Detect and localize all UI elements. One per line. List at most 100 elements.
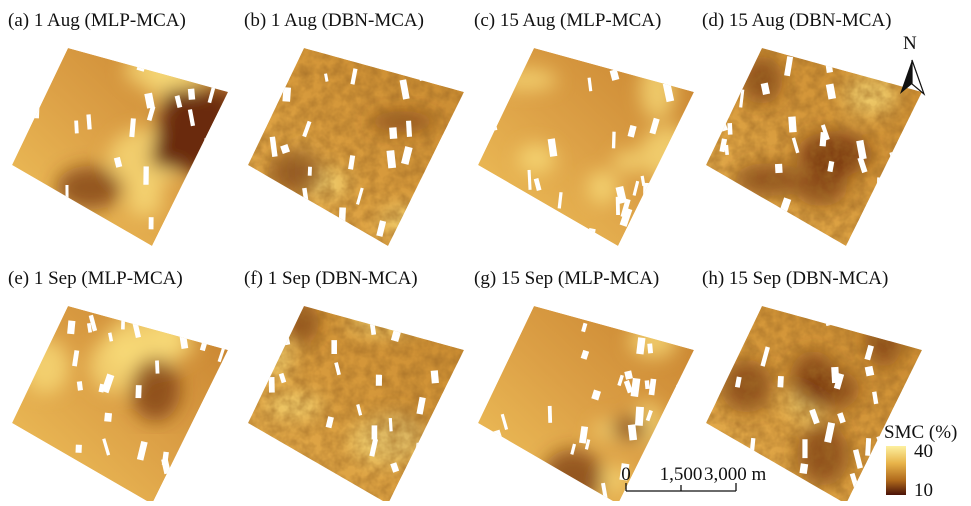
- map-gap: [849, 495, 859, 501]
- map-gap: [741, 190, 749, 208]
- panel-title: (h) 15 Sep (DBN-MCA): [702, 268, 888, 289]
- map-panel: [12, 48, 235, 252]
- north-label: N: [903, 33, 917, 54]
- map-gap: [432, 206, 438, 217]
- north-arrow: [912, 60, 924, 94]
- legend-max: 40: [914, 441, 933, 462]
- map-panel: [478, 48, 696, 246]
- map-patch: [150, 90, 235, 180]
- map-gap: [83, 225, 92, 239]
- map-gap: [676, 385, 683, 395]
- map-gap: [424, 66, 431, 82]
- map-gap: [67, 320, 75, 334]
- map-gap: [14, 124, 24, 137]
- map-patch: [613, 151, 643, 173]
- map-gap: [159, 492, 169, 501]
- panel-title: (f) 1 Sep (DBN-MCA): [244, 268, 418, 289]
- map-gap: [776, 469, 782, 484]
- map-panel: [236, 40, 473, 258]
- map-gap: [656, 174, 660, 193]
- map-patch: [587, 170, 618, 205]
- legend-min: 10: [914, 480, 933, 501]
- map-panel: [236, 293, 471, 501]
- map-patch: [414, 200, 473, 258]
- map-gap: [76, 445, 82, 453]
- panel-title: (b) 1 Aug (DBN-MCA): [244, 10, 424, 31]
- map-gap: [820, 132, 827, 147]
- map-gap: [188, 89, 195, 100]
- map-gap: [209, 183, 217, 203]
- map-gap: [412, 200, 425, 220]
- map-gap: [104, 413, 112, 422]
- map-gap: [280, 325, 290, 346]
- map-gap: [308, 167, 312, 176]
- map-patch: [498, 70, 557, 91]
- map-gap: [149, 217, 154, 229]
- map-gap: [612, 132, 616, 149]
- figure: N 0 1,500 3,000 m SMC (%) 40 10 (a) 1 Au…: [0, 0, 971, 501]
- map-gap: [62, 214, 74, 234]
- map-gap: [39, 465, 51, 485]
- map-gap: [876, 177, 883, 197]
- map-gap: [65, 185, 68, 200]
- map-gap: [548, 406, 552, 423]
- scale-bar: 0 1,500 3,000 m: [621, 464, 766, 491]
- colorbar: [886, 446, 906, 495]
- map-gap: [731, 316, 740, 332]
- map-gap: [645, 380, 650, 389]
- map-gap: [22, 178, 28, 193]
- map-gap: [660, 163, 669, 174]
- map-gap: [83, 487, 87, 501]
- map-gap: [155, 360, 159, 373]
- map-gap: [43, 325, 50, 338]
- map-gap: [428, 203, 436, 213]
- map-gap: [268, 438, 277, 453]
- map-gap: [587, 228, 596, 242]
- map-gap: [616, 197, 620, 215]
- map-gap: [269, 377, 275, 393]
- map-gap: [32, 100, 39, 119]
- map-gap: [279, 315, 283, 324]
- map-gap: [665, 422, 673, 433]
- map-gap: [865, 438, 871, 456]
- map-gap: [376, 375, 382, 386]
- map-gap: [418, 64, 425, 81]
- map-panel: [12, 296, 228, 501]
- map-gap: [547, 210, 556, 223]
- map-gap: [777, 376, 783, 387]
- map-gap: [713, 84, 720, 104]
- scale-label: 1,500: [660, 464, 703, 485]
- map-gap: [799, 463, 808, 474]
- map-gap: [478, 87, 486, 99]
- map-gap: [54, 241, 61, 252]
- map-patch: [629, 323, 678, 359]
- panel-title: (a) 1 Aug (MLP-MCA): [8, 10, 186, 31]
- map-texture: [694, 40, 929, 255]
- map-patch: [639, 126, 696, 180]
- map-gap: [289, 305, 296, 320]
- map-gap: [320, 220, 332, 235]
- map-gap: [666, 180, 672, 189]
- panel-title: (c) 15 Aug (MLP-MCA): [474, 10, 661, 31]
- map-gap: [42, 228, 52, 248]
- map-gap: [74, 218, 79, 231]
- map-gap: [635, 407, 644, 426]
- map-gap: [802, 439, 807, 458]
- map-gap: [282, 87, 291, 102]
- map-gap: [143, 166, 148, 184]
- map-gap: [389, 127, 397, 139]
- map-gap: [283, 200, 290, 216]
- map-gap: [331, 340, 337, 354]
- legend: SMC (%) 40 10: [884, 422, 957, 501]
- map-gap: [165, 231, 178, 251]
- map-gap: [727, 123, 732, 135]
- map-gap: [486, 81, 497, 101]
- map-gap: [569, 485, 573, 496]
- map-gap: [45, 53, 55, 68]
- map-gap: [699, 172, 710, 190]
- map-gap: [339, 207, 346, 222]
- panel-title: (d) 15 Aug (DBN-MCA): [702, 10, 891, 31]
- map-gap: [393, 293, 403, 307]
- scale-label: 0: [621, 464, 631, 485]
- map-gap: [491, 88, 500, 103]
